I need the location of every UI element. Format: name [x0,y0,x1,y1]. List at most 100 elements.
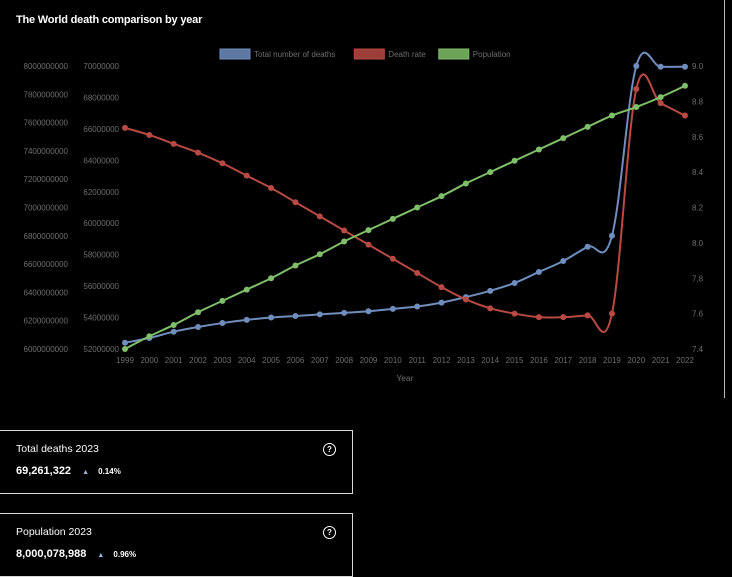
data-point [268,185,275,192]
data-point [560,135,567,142]
series-line [124,51,686,344]
data-point [414,303,421,310]
card-value: 8,000,078,988 [16,548,87,560]
data-point [608,232,615,239]
y-tick-label-deaths: 62000000 [83,188,119,197]
y-tick-label-deaths: 70000000 [83,62,119,71]
data-point [195,323,202,330]
data-point [365,227,372,234]
x-tick-label: 2016 [530,356,548,365]
data-point [633,104,640,111]
data-point [341,309,348,316]
data-point [316,213,323,220]
x-tick-label: 2011 [409,356,427,365]
population-card: Population 2023 8,000,078,988 ▲ 0.96% ? [0,513,353,577]
data-point [341,227,348,234]
legend-label: Total number of deaths [254,50,335,59]
y-tick-label-rate: 7.4 [692,345,704,354]
data-point [438,193,445,200]
data-point [462,180,469,187]
x-tick-label: 1999 [116,356,134,365]
data-point [268,275,275,282]
data-point [682,63,688,70]
x-tick-label: 2012 [433,356,451,365]
data-point [122,124,128,131]
data-point [414,269,421,276]
question-circle-icon[interactable]: ? [323,526,336,539]
legend-swatch [219,48,251,60]
data-point [584,312,591,319]
data-point [487,287,494,294]
x-tick-label: 2018 [579,356,597,365]
y-tick-label-rate: 8.0 [692,239,704,248]
y-tick-label-population: 7000000000 [24,204,69,213]
x-tick-label: 2006 [287,356,305,365]
data-point [535,146,542,153]
data-point [657,100,664,107]
data-point [560,257,567,264]
legend-label: Population [473,50,511,59]
data-point [243,172,250,179]
question-circle-icon[interactable]: ? [323,443,336,456]
x-tick-label: 2015 [506,356,524,365]
chart-panel: The World death comparison by year 80000… [16,0,725,398]
data-point [487,305,494,312]
y-tick-label-deaths: 56000000 [83,282,119,291]
y-tick-label-deaths: 52000000 [83,345,119,354]
data-point [219,160,226,167]
data-point [268,314,275,321]
data-point [608,112,615,119]
data-point [195,149,202,156]
x-tick-label: 2002 [189,356,207,365]
x-tick-label: 2004 [238,356,256,365]
data-point [219,320,226,327]
y-tick-label-population: 6800000000 [24,232,69,241]
y-tick-label-deaths: 58000000 [83,251,119,260]
y-tick-label-population: 6600000000 [24,260,69,269]
y-tick-label-population: 8000000000 [24,62,69,71]
y-tick-label-rate: 8.4 [692,168,704,177]
data-point [122,339,128,346]
card-change: 0.14% [98,467,121,476]
y-tick-label-population: 7800000000 [24,90,69,99]
y-tick-label-deaths: 66000000 [83,125,119,134]
data-point [243,316,250,323]
data-point [146,333,153,340]
data-point [657,63,664,70]
x-tick-label: 2001 [165,356,183,365]
legend-swatch [353,48,385,60]
data-point [219,297,226,304]
y-tick-label-population: 7600000000 [24,119,69,128]
data-point [365,241,372,248]
card-title: Population 2023 [16,526,92,538]
data-point [414,204,421,211]
x-tick-label: 2013 [457,356,475,365]
data-point [584,123,591,130]
data-point [365,308,372,315]
legend-label: Death rate [388,50,426,59]
y-tick-label-population: 7200000000 [24,175,69,184]
card-value-row: 69,261,322 ▲ 0.14% [16,465,121,477]
data-point [389,305,396,312]
y-tick-label-population: 6000000000 [24,345,69,354]
data-point [682,82,688,89]
data-point [633,63,640,69]
data-point [292,262,299,269]
up-triangle-icon: ▲ [82,469,90,476]
x-tick-label: 2020 [627,356,645,365]
data-point [535,268,542,275]
x-axis-label: Year [396,373,413,383]
x-tick-label: 2019 [603,356,621,365]
y-tick-label-rate: 7.6 [692,310,704,319]
data-point [170,140,177,147]
data-point [316,311,323,318]
data-point [389,255,396,262]
data-point [292,312,299,319]
data-point [462,296,469,303]
data-point [438,299,445,306]
data-point [170,328,177,335]
card-value-row: 8,000,078,988 ▲ 0.96% [16,548,136,560]
data-point [657,94,664,101]
y-tick-label-rate: 8.8 [692,97,704,106]
line-chart: 8000000000 7800000000 7600000000 7400000000… [24,48,704,383]
